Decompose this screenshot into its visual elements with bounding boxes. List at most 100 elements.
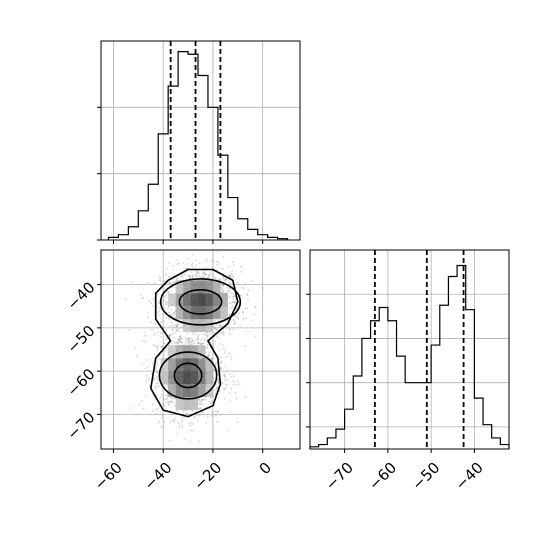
scatter-point <box>224 278 227 281</box>
scatter-point <box>225 370 228 372</box>
scatter-point <box>232 319 235 322</box>
scatter-point <box>220 356 223 359</box>
scatter-point <box>190 264 193 267</box>
scatter-point <box>213 347 216 350</box>
scatter-point <box>191 410 194 412</box>
density-cell <box>183 384 191 398</box>
scatter-point <box>156 361 159 364</box>
scatter-point <box>222 275 225 278</box>
scatter-point <box>202 411 205 414</box>
density-cell <box>205 358 213 372</box>
scatter-point <box>166 385 169 387</box>
scatter-point <box>179 339 182 342</box>
scatter-point <box>220 359 223 362</box>
scatter-point <box>198 275 201 277</box>
density-cell <box>198 384 206 398</box>
scatter-point <box>124 298 127 301</box>
scatter-point <box>254 306 257 309</box>
scatter-point <box>201 272 204 274</box>
scatter-point <box>217 378 220 380</box>
scatter-point <box>191 339 194 342</box>
scatter-point <box>176 330 179 332</box>
scatter-point <box>238 383 241 386</box>
scatter-point <box>211 345 214 347</box>
density-cell <box>175 345 184 359</box>
scatter-point <box>220 283 223 286</box>
scatter-point <box>222 284 225 286</box>
scatter-point <box>173 336 175 339</box>
scatter-point <box>221 325 223 328</box>
scatter-point <box>216 346 219 349</box>
scatter-point <box>146 366 149 369</box>
scatter-point <box>178 426 181 428</box>
scatter-point <box>155 382 158 385</box>
scatter-point <box>254 305 257 308</box>
scatter-point <box>177 323 180 325</box>
scatter-point <box>244 345 247 348</box>
density-cell <box>183 358 191 372</box>
scatter-point <box>215 388 218 390</box>
scatter-point <box>159 336 162 338</box>
scatter-point <box>191 254 194 256</box>
scatter-point <box>157 379 160 381</box>
scatter-point <box>168 282 171 285</box>
scatter-point <box>192 265 195 268</box>
scatter-panel: −60 −40 −20 0 −40−50−60−70 <box>63 249 301 494</box>
scatter-point <box>222 276 225 279</box>
scatter-point <box>202 276 204 278</box>
scatter-point <box>141 297 144 299</box>
scatter-point <box>176 278 179 281</box>
scatter-point <box>234 321 237 323</box>
scatter-point <box>221 348 224 351</box>
scatter-point <box>174 417 176 420</box>
scatter-point <box>204 333 207 336</box>
density-cell <box>205 280 213 294</box>
scatter-point <box>215 323 218 326</box>
scatter-point <box>213 327 216 330</box>
scatter-point <box>181 424 184 427</box>
scatter-point <box>167 403 170 405</box>
scatter-point <box>241 310 244 313</box>
scatter-point <box>156 315 159 318</box>
scatter-point <box>171 401 174 403</box>
scatter-point <box>208 275 211 277</box>
scatter-point <box>236 306 239 309</box>
density-cell <box>198 280 206 294</box>
scatter-point <box>181 418 184 421</box>
scatter-point <box>167 305 170 308</box>
scatter-point <box>236 383 238 386</box>
scatter-point <box>168 334 171 336</box>
scatter-point <box>205 260 207 263</box>
density-cell <box>190 397 199 411</box>
scatter-point <box>230 272 232 275</box>
scatter-point <box>243 283 246 286</box>
scatter-point <box>196 341 199 344</box>
scatter-point <box>156 346 159 349</box>
scatter-point <box>166 395 169 398</box>
scatter-point <box>189 337 192 339</box>
scatter-point <box>176 324 179 327</box>
scatter-point <box>181 341 183 344</box>
scatter-point <box>234 392 237 395</box>
scatter-point <box>223 397 226 400</box>
scatter-point <box>171 324 174 326</box>
scatter-point <box>166 338 168 340</box>
scatter-point <box>160 416 163 419</box>
scatter-point <box>242 317 245 320</box>
scatter-point <box>212 377 215 380</box>
scatter-point <box>159 277 162 279</box>
scatter-point <box>188 422 191 425</box>
scatter-point <box>223 289 225 291</box>
scatter-point <box>197 341 200 344</box>
density-cell <box>168 384 176 398</box>
scatter-point <box>224 379 227 382</box>
scatter-point <box>172 281 175 283</box>
scatter-point <box>228 281 231 284</box>
scatter-point <box>237 317 240 319</box>
scatter-point <box>183 416 186 419</box>
scatter-point <box>165 302 168 304</box>
scatter-point <box>198 261 201 264</box>
scatter-point <box>206 334 209 337</box>
contour-lower-inner <box>173 362 203 389</box>
scatter-point <box>164 279 167 281</box>
